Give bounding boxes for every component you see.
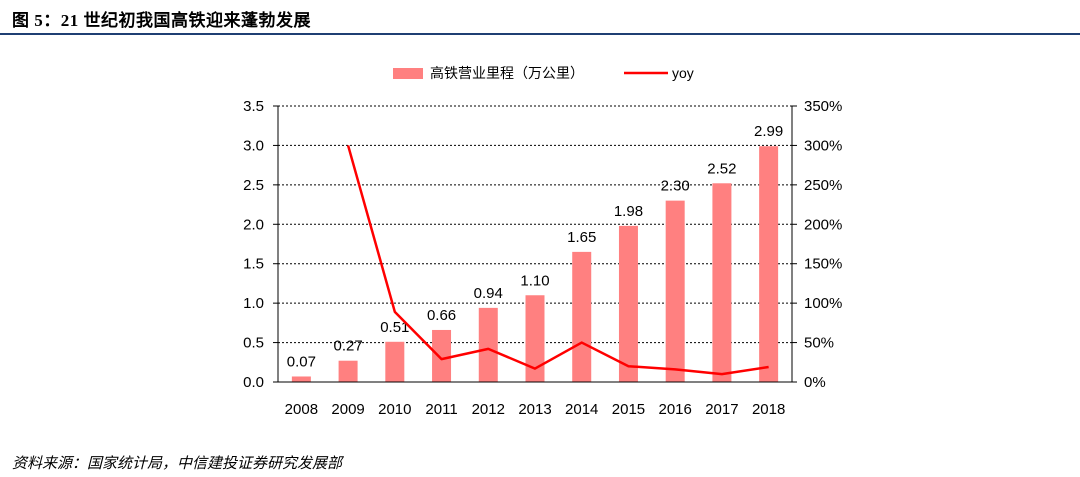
legend-line-label: yoy [672,65,694,81]
right-tick-label: 150% [804,256,842,273]
right-axis-ticks: 0% 50% 100% 150% 200% 250% 300% 350% [792,98,842,391]
bar [665,200,685,382]
x-tick-label: 2016 [658,401,691,418]
right-tick-label: 350% [804,98,842,115]
bar-value-label: 0.27 [333,338,362,355]
x-tick-label: 2012 [472,401,505,418]
chart-axes [277,106,793,383]
bar [618,225,638,382]
figure-title: 图 5：21 世纪初我国高铁迎来蓬勃发展 [12,11,311,30]
left-tick-label: 2.0 [243,216,264,233]
bar-data-labels: 0.07 0.27 0.51 0.66 0.94 1.10 1.65 1.98 2.30 2.52… [287,123,783,370]
bar-series [291,146,779,382]
title-divider [0,33,1080,35]
x-tick-label: 2017 [705,401,738,418]
chart-svg: 高铁营业里程（万公里） yoy 0.07 0.27 0.51 0.66 0.94 1.10 1… [243,65,842,418]
bar-value-label: 1.65 [567,229,596,246]
bar-value-label: 0.94 [474,285,503,302]
bar-value-label: 2.30 [661,178,690,195]
bar-value-label: 2.52 [707,160,736,177]
x-tick-label: 2008 [285,401,318,418]
right-tick-label: 100% [804,295,842,312]
x-tick-label: 2010 [378,401,411,418]
left-tick-label: 3.0 [243,137,264,154]
x-tick-label: 2011 [425,401,457,418]
right-tick-label: 0% [804,374,826,391]
right-tick-label: 250% [804,177,842,194]
chart-area: 高铁营业里程（万公里） yoy 0.07 0.27 0.51 0.66 0.94 1.10 1… [0,40,1080,435]
bar-value-label: 0.66 [427,307,456,324]
x-tick-label: 2014 [565,401,598,418]
left-axis-ticks: 0.0 0.5 1.0 1.5 2.0 2.5 3.0 3.5 [243,98,278,391]
x-tick-label: 2013 [518,401,551,418]
bar-value-label: 2.99 [754,123,783,140]
left-tick-label: 0.5 [243,335,264,352]
left-tick-label: 1.0 [243,295,264,312]
bar [385,341,405,382]
x-axis-ticks: 2008 2009 2010 2011 2012 2013 2014 2015 2016 2017… [285,401,786,418]
right-tick-label: 200% [804,216,842,233]
right-tick-label: 50% [804,335,834,352]
x-tick-label: 2009 [331,401,364,418]
bar-value-label: 0.07 [287,353,316,370]
x-tick-label: 2018 [752,401,785,418]
left-tick-label: 2.5 [243,177,264,194]
bar [572,251,592,382]
legend-bar-label: 高铁营业里程（万公里） [430,65,584,81]
bar [525,295,545,382]
left-tick-label: 0.0 [243,374,264,391]
legend-bar-swatch [393,68,423,79]
bar-value-label: 0.51 [380,319,409,336]
yoy-line [346,145,769,376]
bar [478,307,498,382]
bar [759,146,779,382]
chart-legend: 高铁营业里程（万公里） yoy [393,65,694,81]
right-tick-label: 300% [804,137,842,154]
bar [712,183,732,382]
bar [291,376,311,382]
source-note: 资料来源：国家统计局，中信建投证券研究发展部 [12,456,343,472]
left-tick-label: 3.5 [243,98,264,115]
bar [338,360,358,382]
line-series [346,145,769,376]
x-tick-label: 2015 [612,401,645,418]
left-tick-label: 1.5 [243,256,264,273]
bar [432,329,452,382]
bar-value-label: 1.10 [520,272,549,289]
bar-value-label: 1.98 [614,203,643,220]
